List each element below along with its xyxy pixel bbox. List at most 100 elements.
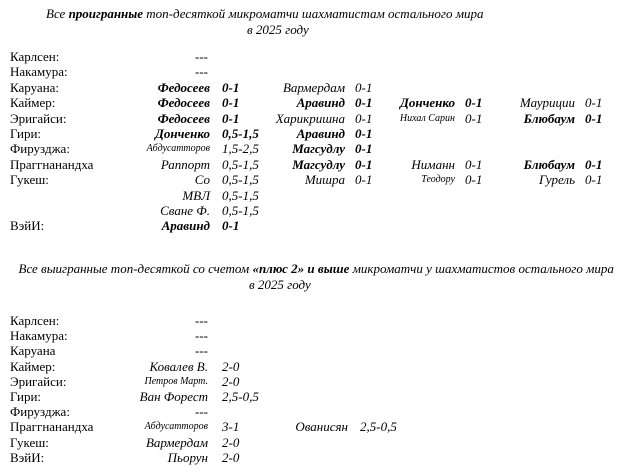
title-segment: Все xyxy=(46,6,69,21)
score: 0-1 xyxy=(222,80,240,95)
no-result: --- xyxy=(195,64,208,79)
player-name: Каймер: xyxy=(10,95,56,110)
opponent: Мишра xyxy=(304,172,345,187)
opponent: Донченко xyxy=(399,95,455,110)
score: 2-0 xyxy=(222,450,240,465)
player-name: Праггнанандха xyxy=(10,157,94,172)
no-result: --- xyxy=(195,404,208,419)
section-title: Все проигранные топ-десяткой микроматчи … xyxy=(46,6,484,22)
player-name: Каруана: xyxy=(10,80,60,95)
opponent: Теодору xyxy=(421,174,455,185)
opponent: Федосеев xyxy=(157,80,210,95)
opponent: Сване Ф. xyxy=(160,203,210,218)
opponent: Ковалев В. xyxy=(149,359,208,374)
score: 0-1 xyxy=(222,95,240,110)
opponent: Нихал Сарин xyxy=(399,113,455,124)
opponent: Федосеев xyxy=(157,95,210,110)
player-name: Карлсен: xyxy=(10,313,60,328)
player-name: Праггнанандха xyxy=(10,419,94,434)
title-segment: проигранные xyxy=(68,6,144,21)
score: 0-1 xyxy=(355,172,373,187)
opponent: Магсудлу xyxy=(292,141,345,156)
score: 2,5-0,5 xyxy=(222,389,259,404)
score: 0-1 xyxy=(585,157,603,172)
score: 0-1 xyxy=(222,218,240,233)
score: 0-1 xyxy=(465,95,483,110)
no-result: --- xyxy=(195,313,208,328)
player-name: Накамура: xyxy=(10,64,68,79)
score: 0-1 xyxy=(465,111,483,126)
player-name: Каймер: xyxy=(10,359,56,374)
score: 0-1 xyxy=(465,172,483,187)
score: 0-1 xyxy=(355,141,373,156)
opponent: Раппорт xyxy=(160,157,210,172)
opponent: Мауриции xyxy=(519,95,575,110)
score: 0-1 xyxy=(585,172,603,187)
opponent: Федосеев xyxy=(157,111,210,126)
opponent: Ван Форест xyxy=(139,389,208,404)
score: 0-1 xyxy=(355,95,373,110)
score: 0-1 xyxy=(465,157,483,172)
score: 0,5-1,5 xyxy=(222,126,259,141)
opponent: Донченко xyxy=(154,126,210,141)
opponent: МВЛ xyxy=(182,188,210,203)
player-name: Каруана xyxy=(10,343,56,358)
opponent: Ниманн xyxy=(411,157,455,172)
score: 0-1 xyxy=(585,95,603,110)
player-name: Накамура: xyxy=(10,328,68,343)
score: 0-1 xyxy=(585,111,603,126)
player-name: Гири: xyxy=(10,126,42,141)
opponent: Со xyxy=(194,172,210,187)
score: 0-1 xyxy=(355,157,373,172)
score: 0,5-1,5 xyxy=(222,157,259,172)
opponent: Аравинд xyxy=(296,95,345,110)
opponent: Аравинд xyxy=(296,126,345,141)
no-result: --- xyxy=(195,328,208,343)
opponent: Аравинд xyxy=(161,218,210,233)
section-title: Все выигранные топ-десяткой со счетом «п… xyxy=(19,261,614,277)
title-segment: «плюс 2» и выше xyxy=(252,261,350,276)
score: 0-1 xyxy=(222,111,240,126)
player-name: Эригайси: xyxy=(10,111,67,126)
player-name: Эригайси: xyxy=(10,374,67,389)
player-name: ВэйИ: xyxy=(10,450,45,465)
score: 3-1 xyxy=(222,419,240,434)
score: 0-1 xyxy=(355,80,373,95)
score: 2-0 xyxy=(222,359,240,374)
player-name: Фирузджа: xyxy=(10,141,70,156)
opponent: Гурель xyxy=(539,172,575,187)
opponent: Вармердам xyxy=(145,435,208,450)
opponent: Абдусатторов xyxy=(144,421,208,432)
opponent: Блюбаум xyxy=(523,111,575,126)
player-name: Карлсен: xyxy=(10,49,60,64)
opponent: Пьорун xyxy=(167,450,208,465)
player-name: Фирузджа: xyxy=(10,404,70,419)
score: 2-0 xyxy=(222,374,240,389)
title-segment: Все выигранные топ-десяткой со счетом xyxy=(18,261,253,276)
title-segment: микроматчи у шахматистов остального мира xyxy=(349,261,614,276)
title-segment: топ-десяткой микроматчи шахматистам оста… xyxy=(143,6,484,21)
score: 2,5-0,5 xyxy=(360,419,397,434)
player-name: ВэйИ: xyxy=(10,218,45,233)
player-name: Гири: xyxy=(10,389,42,404)
score: 0-1 xyxy=(355,126,373,141)
opponent: Вармердам xyxy=(282,80,345,95)
player-name: Гукеш: xyxy=(10,435,49,450)
player-name: Гукеш: xyxy=(10,172,49,187)
section-subtitle: в 2025 году xyxy=(247,22,309,37)
section-subtitle: в 2025 году xyxy=(249,277,311,292)
score: 2-0 xyxy=(222,435,240,450)
opponent: Абдусатторов xyxy=(146,143,210,154)
score: 0,5-1,5 xyxy=(222,172,259,187)
score: 0-1 xyxy=(355,111,373,126)
opponent: Магсудлу xyxy=(292,157,345,172)
opponent: Харикришна xyxy=(275,111,345,126)
score: 0,5-1,5 xyxy=(222,203,259,218)
opponent: Блюбаум xyxy=(523,157,575,172)
opponent: Ованисян xyxy=(295,419,348,434)
opponent: Петров Март. xyxy=(144,376,209,387)
score: 1,5-2,5 xyxy=(222,141,259,156)
score: 0,5-1,5 xyxy=(222,188,259,203)
no-result: --- xyxy=(195,49,208,64)
